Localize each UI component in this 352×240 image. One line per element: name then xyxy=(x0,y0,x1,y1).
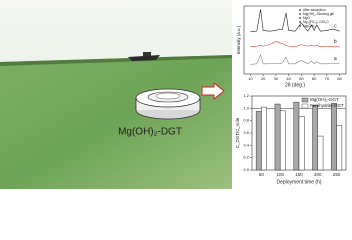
x-axis-label: 2θ (deg.) xyxy=(285,82,305,88)
device-label: Mg(OH)₂-DGT xyxy=(118,127,182,138)
legend-entry: Mg₃(PO₄)₂·22H₂O xyxy=(303,20,329,24)
y-axis-label: Intensity (a.u.) xyxy=(236,25,241,54)
xrd-trace xyxy=(250,54,340,65)
xrd-trace xyxy=(250,41,340,48)
y-tick-label: 1.0 xyxy=(243,105,249,110)
y-tick-label: 0.8 xyxy=(243,118,249,123)
trace-label: b xyxy=(334,39,337,45)
legend-entry: After adsorption xyxy=(303,8,326,12)
bar xyxy=(274,103,281,171)
legend-marker xyxy=(299,17,301,19)
y-tick-label: 0.4 xyxy=(243,142,249,147)
legend-entry: Mg(OH)₂-DGT xyxy=(310,97,339,102)
bar xyxy=(317,135,324,171)
x-tick-label: 200 xyxy=(314,172,322,177)
x-tick-label: 20 xyxy=(261,76,266,81)
graphical-abstract: Mg(OH)₂-DGT 10 20 30 40 50 60 70 80 2θ (deg.) Int… xyxy=(0,0,347,189)
y-tick-label: 1.2 xyxy=(243,93,249,98)
legend-entry: Mg(OH)₂ xyxy=(303,24,316,28)
bar xyxy=(312,105,319,171)
legend-marker xyxy=(299,25,301,27)
x-tick-label: 50 xyxy=(259,172,265,177)
bar xyxy=(255,111,262,171)
x-tick-label: 100 xyxy=(276,172,284,177)
xrd-trace xyxy=(250,9,340,33)
dgt-device xyxy=(135,88,201,120)
legend-swatch xyxy=(301,97,309,103)
x-tick-label: 250 xyxy=(333,172,341,177)
x-tick-label: 60 xyxy=(312,76,317,81)
legend-marker xyxy=(299,21,301,23)
trace-label: a xyxy=(334,56,337,62)
x-tick-label: 30 xyxy=(274,76,279,81)
x-axis-label: Deployment time (h) xyxy=(276,179,321,185)
bar xyxy=(331,103,337,171)
y-tick-label: 0.6 xyxy=(243,130,249,135)
x-tick-label: 10 xyxy=(248,76,253,81)
bar xyxy=(261,106,267,171)
legend-entry: MgO xyxy=(303,16,310,20)
bar xyxy=(298,116,305,171)
x-tick-label: 50 xyxy=(299,76,304,81)
y-axis-label: C_DGT/C_soln xyxy=(235,117,240,148)
legend-entry: Ferrihydrite-DGT xyxy=(310,103,344,108)
plot-area xyxy=(243,5,347,75)
x-tick-label: 70 xyxy=(325,76,330,81)
legend-swatch xyxy=(301,103,309,109)
x-tick-label: 40 xyxy=(286,76,291,81)
bar xyxy=(279,110,286,171)
y-tick-label: 0.2 xyxy=(243,155,249,160)
trace-label: c xyxy=(334,23,337,29)
arrow xyxy=(201,81,225,101)
y-tick-label: 0.0 xyxy=(243,167,249,172)
legend-marker xyxy=(299,9,301,11)
bar xyxy=(336,125,343,171)
bar xyxy=(293,101,300,171)
legend-entry: Mg(OH)₂-Stocking gel xyxy=(303,12,334,16)
x-tick-label: 150 xyxy=(295,172,303,177)
x-tick-label: 80 xyxy=(337,76,342,81)
legend-marker xyxy=(299,13,301,15)
